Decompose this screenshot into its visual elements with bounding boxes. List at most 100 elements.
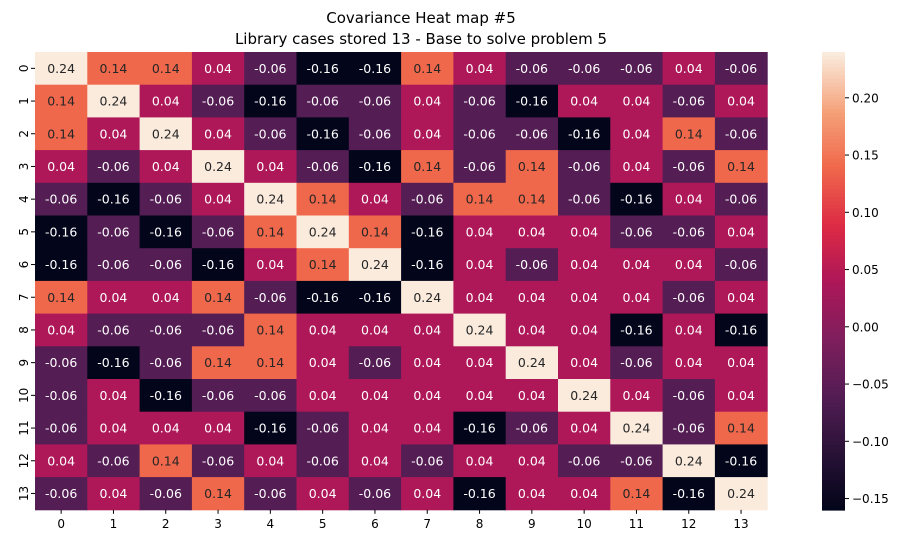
cell-value-label: -0.06 (150, 322, 182, 337)
cell-value-label: 0.04 (675, 257, 703, 272)
colorbar-segment (822, 269, 845, 274)
cell-value-label: -0.06 (359, 355, 391, 370)
cell-value-label: 0.14 (413, 61, 441, 76)
colorbar-segment (822, 322, 845, 328)
colorbar-segment (822, 90, 845, 95)
colorbar-segment (822, 326, 845, 332)
colorbar-segment (822, 410, 845, 416)
cell-value-label: -0.06 (45, 388, 77, 403)
heatmap-cell (191, 379, 245, 413)
cell-value-label: 0.04 (466, 290, 494, 305)
heatmap-cell (87, 117, 141, 151)
colorbar-tick-label: −0.15 (852, 492, 889, 506)
cell-value-label: 0.24 (466, 322, 494, 337)
cell-value-label: 0.04 (570, 224, 598, 239)
heatmap-cell (453, 280, 507, 315)
heatmap-cell (505, 313, 559, 347)
colorbar-segment (822, 288, 845, 294)
heatmap-cells (35, 52, 768, 511)
cell-value-label: -0.06 (306, 94, 338, 109)
heatmap-cell (35, 477, 88, 511)
chart-subtitle: Library cases stored 13 - Base to solve … (235, 30, 607, 48)
cell-value-label: 0.04 (100, 421, 128, 436)
cell-value-label: 0.14 (47, 290, 75, 305)
cell-value-label: 0.04 (361, 192, 389, 207)
heatmap-cell (714, 215, 768, 249)
x-tick-label: 6 (371, 517, 379, 531)
cell-value-label: 0.04 (152, 159, 180, 174)
cell-value-label: -0.06 (306, 159, 338, 174)
heatmap-cell (191, 411, 245, 445)
cell-value-label: -0.06 (620, 355, 652, 370)
heatmap-cell (662, 52, 716, 86)
cell-value-label: 0.04 (204, 126, 232, 141)
cell-value-label: 0.04 (309, 355, 337, 370)
cell-value-label: 0.04 (623, 257, 651, 272)
cell-value-label: 0.04 (623, 126, 651, 141)
cell-value-label: -0.16 (254, 421, 286, 436)
cell-value-label: -0.16 (97, 192, 129, 207)
heatmap-cell (662, 444, 716, 478)
heatmap-cell (296, 313, 350, 347)
heatmap-cell (191, 313, 245, 347)
cell-value-label: 0.04 (361, 388, 389, 403)
heatmap-cell (714, 52, 768, 86)
colorbar-segment (822, 471, 845, 477)
heatmap-cell (35, 411, 88, 445)
colorbar-segment (822, 479, 845, 484)
cell-value-label: 0.04 (100, 290, 128, 305)
cell-value-label: 0.04 (570, 486, 598, 501)
heatmap-cell (348, 379, 402, 413)
heatmap-cell (244, 411, 297, 445)
colorbar-segment (822, 254, 845, 259)
colorbar-segment (822, 239, 845, 244)
heatmap-cell (35, 379, 88, 413)
heatmap-cell (558, 280, 611, 315)
heatmap-cell (505, 215, 559, 249)
cell-value-label: -0.16 (202, 257, 234, 272)
heatmap-cell (401, 280, 454, 315)
heatmap-cell (35, 248, 88, 282)
heatmap-cell (244, 248, 297, 282)
heatmap-cell (610, 313, 664, 347)
heatmap-cell (244, 346, 297, 380)
cell-value-label: -0.16 (306, 126, 338, 141)
cell-value-label: 0.04 (727, 94, 755, 109)
cell-value-label: 0.14 (675, 126, 703, 141)
y-tick-label: 12 (17, 453, 31, 468)
cell-value-label: 0.04 (518, 486, 546, 501)
y-tick-label: 4 (17, 195, 31, 203)
heatmap-cell (714, 117, 768, 151)
colorbar-segment (822, 204, 845, 210)
cell-value-label: -0.16 (254, 94, 286, 109)
heatmap-cell (662, 313, 716, 347)
cell-value-label: 0.04 (47, 159, 75, 174)
colorbar-segment (822, 281, 845, 286)
cell-value-label: -0.06 (254, 486, 286, 501)
heatmap-cell (714, 477, 768, 511)
cell-value-label: 0.04 (570, 290, 598, 305)
y-tick-label: 1 (17, 97, 31, 105)
cell-value-label: -0.06 (359, 94, 391, 109)
heatmap-cell (348, 477, 402, 511)
heatmap-cell (139, 411, 193, 445)
heatmap-cell (87, 280, 141, 315)
cell-value-label: 0.04 (518, 290, 546, 305)
heatmap-cell (139, 444, 193, 478)
colorbar-segment (822, 155, 845, 160)
cell-value-label: 0.14 (727, 421, 755, 436)
cell-value-label: -0.16 (411, 224, 443, 239)
colorbar-segment (822, 487, 845, 492)
heatmap-cell (296, 280, 350, 315)
cell-value-label: -0.06 (150, 486, 182, 501)
heatmap-cell (87, 346, 141, 380)
cell-value-label: -0.06 (97, 453, 129, 468)
colorbar-segment (822, 208, 845, 213)
heatmap-cell (505, 182, 559, 216)
cell-value-label: -0.06 (463, 94, 495, 109)
cell-value-label: 0.24 (152, 126, 180, 141)
x-tick-label: 8 (476, 517, 484, 531)
heatmap-cell (714, 346, 768, 380)
heatmap-cell (139, 379, 193, 413)
y-tick-label: 2 (17, 130, 31, 138)
